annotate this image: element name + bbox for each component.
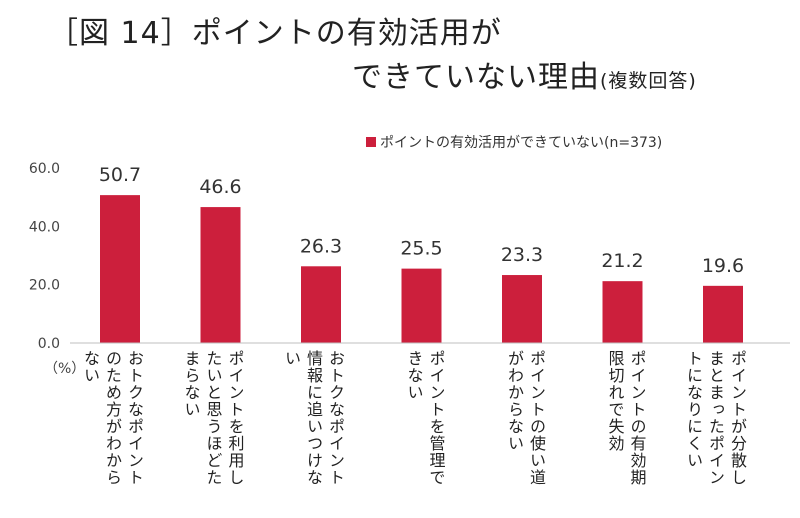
bar [301, 266, 341, 343]
legend-swatch [366, 137, 376, 147]
category-label: おトクなポイント情報に追いつけない [282, 350, 345, 486]
category-label: ポイントの有効期限切れで失効 [605, 350, 647, 486]
data-label: 46.6 [199, 176, 241, 198]
data-label: 26.3 [300, 235, 342, 257]
category-label: ポイントを利用したいと思うほどたまらない [181, 350, 245, 486]
data-labels: 50.7 46.6 26.3 25.5 23.3 21.2 19.6 [99, 164, 744, 277]
chart-subtitle: (複数回答) [600, 70, 697, 92]
bar [200, 207, 241, 343]
data-label: 21.2 [601, 250, 643, 272]
bar [502, 275, 542, 343]
chart-title-line2: できていない理由(複数回答) [352, 52, 697, 96]
data-label: 23.3 [501, 244, 543, 266]
chart-title-line1: ［図 14］ポイントの有効活用が [48, 16, 502, 51]
data-label: 50.7 [99, 164, 141, 186]
y-tick-label: 20.0 [29, 278, 60, 294]
y-tick-label: 60.0 [29, 161, 60, 177]
category-label: ポイントを管理できない [404, 350, 446, 486]
bars [100, 195, 743, 343]
y-tick-label: 0.0 [38, 336, 60, 352]
legend: ポイントの有効活用ができていない(n=373) [366, 135, 662, 151]
category-label: おトクなポイントのため方がわからない [81, 350, 144, 486]
bar [100, 195, 140, 343]
bar [401, 268, 442, 343]
category-label: ポイントの使い道がわからない [505, 350, 546, 486]
legend-label: ポイントの有効活用ができていない(n=373) [380, 135, 662, 151]
y-axis: 60.0 40.0 20.0 0.0 [29, 161, 60, 352]
bar [703, 285, 743, 343]
chart-title-main: できていない理由 [352, 60, 600, 95]
category-label: ポイントが分散しまとまったポイントになりにくい [684, 350, 747, 486]
y-tick-label: 40.0 [29, 219, 60, 235]
y-unit-label: （%） [44, 361, 86, 377]
data-label: 25.5 [400, 238, 442, 260]
bar [602, 281, 643, 343]
data-label: 19.6 [702, 255, 744, 277]
